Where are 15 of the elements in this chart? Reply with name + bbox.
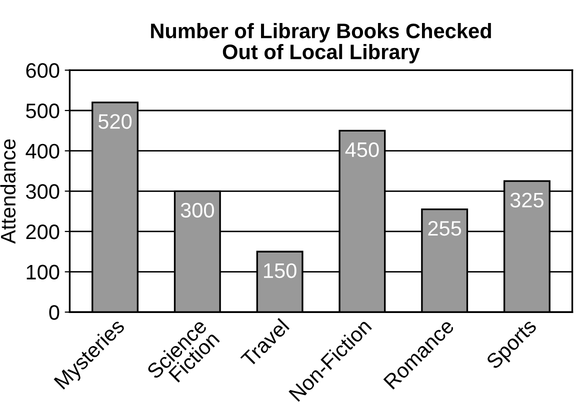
y-tick-label: 200 bbox=[26, 224, 60, 240]
y-tick-label: 300 bbox=[26, 184, 60, 199]
y-axis-title: Attendance bbox=[0, 139, 16, 244]
y-tick-label: 600 bbox=[26, 63, 60, 78]
y-tick-label: 100 bbox=[26, 264, 60, 280]
data-label: 325 bbox=[510, 192, 544, 208]
y-tick-label: 400 bbox=[26, 144, 60, 159]
chart-title: Number of Library Books Checked Out of Local Library bbox=[151, 23, 491, 64]
y-tick-label: 0 bbox=[49, 305, 60, 320]
data-label: 255 bbox=[428, 220, 462, 236]
data-label: 300 bbox=[180, 202, 214, 218]
data-label: 450 bbox=[345, 142, 379, 158]
y-tick-label: 500 bbox=[26, 104, 60, 118]
data-label: 520 bbox=[98, 114, 132, 129]
data-label: 150 bbox=[264, 263, 296, 278]
